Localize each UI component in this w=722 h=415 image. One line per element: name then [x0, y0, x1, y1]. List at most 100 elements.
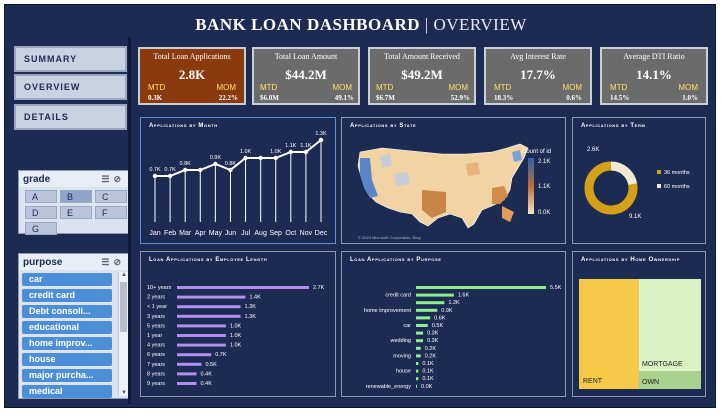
- month-line-chart: 0.7K Jan 0.7K Feb 0.8K Mar Apr 0.9K May 0.8K Jun 1.…: [149, 131, 327, 237]
- treemap-own[interactable]: OWN: [639, 371, 701, 389]
- state-grey[interactable]: [394, 172, 410, 186]
- emp-category-label: 10+ years: [147, 285, 172, 291]
- panel-title: Applications by State: [350, 123, 417, 129]
- kpi-mtd-value: 18.3%: [494, 94, 514, 102]
- grade-option-d[interactable]: D: [25, 206, 57, 219]
- state-florida[interactable]: [502, 206, 514, 222]
- emp-category-label: 5 years: [147, 323, 165, 329]
- filter-icon[interactable]: ☰⊘: [101, 256, 125, 267]
- panel-applications-by-term[interactable]: Applications by Term 9.1K 2.6K 36 months 60…: [572, 117, 706, 244]
- month-point: [228, 167, 233, 173]
- state-region[interactable]: [492, 186, 508, 204]
- grade-option-g[interactable]: G: [25, 222, 57, 235]
- purpose-option[interactable]: Debt consoli...: [22, 305, 112, 318]
- kpi-mom-value: 22.2%: [218, 94, 238, 102]
- panel-home-ownership[interactable]: Applications by Home Ownership RENT MORT…: [572, 251, 706, 397]
- purpose-bar: [416, 331, 424, 335]
- scroll-down-icon[interactable]: ▼: [121, 390, 127, 396]
- nav-overview-button[interactable]: OVERVIEW: [14, 74, 127, 100]
- state-california[interactable]: [360, 158, 378, 198]
- purpose-data-label: 0.2K: [425, 353, 437, 359]
- purpose-data-label: 0.3K: [427, 338, 439, 344]
- map-credit: © 2024 Microsoft Corporation, Bing: [358, 235, 421, 240]
- scroll-thumb[interactable]: [120, 282, 127, 332]
- kpi-total-applications[interactable]: Total Loan Applications 2.8K MTD MOM 0.3…: [138, 47, 246, 105]
- state-illinois[interactable]: [466, 162, 480, 176]
- month-data-label: 0.7K: [164, 167, 176, 173]
- emp-bar: [177, 334, 226, 337]
- purpose-option[interactable]: medical: [22, 385, 112, 398]
- purpose-option[interactable]: educational: [22, 321, 112, 334]
- emp-bar: [177, 382, 197, 385]
- kpi-total-amount-received[interactable]: Total Amount Received $49.2M MTD MOM $6.…: [368, 47, 476, 105]
- emp-category-label: 1 year: [147, 333, 162, 339]
- kpi-avg-interest-rate[interactable]: Avg Interest Rate 17.7% MTD MOM 18.3% 0.…: [484, 47, 592, 105]
- kpi-mom-label: MOM: [332, 83, 352, 92]
- emp-data-label: 1.4K: [249, 295, 261, 301]
- kpi-total-loan-amount[interactable]: Total Loan Amount $44.2M MTD MOM $6.0M 4…: [252, 47, 360, 105]
- purpose-data-label: 0.1K: [422, 376, 434, 382]
- treemap-rent[interactable]: RENT: [579, 279, 639, 389]
- purpose-data-label: 0.1K: [422, 361, 434, 367]
- emp-data-label: 1.0K: [230, 323, 242, 329]
- emp-data-label: 0.7K: [215, 352, 227, 358]
- nav-summary-button[interactable]: SUMMARY: [14, 46, 127, 72]
- grade-option-c[interactable]: C: [95, 190, 127, 203]
- purpose-bar: [416, 293, 454, 297]
- month-point: [213, 161, 218, 167]
- grade-option-f[interactable]: F: [95, 206, 127, 219]
- grade-option-a[interactable]: A: [25, 190, 57, 203]
- purpose-option[interactable]: car: [22, 273, 112, 286]
- term-slice: [610, 161, 638, 186]
- purpose-bar: [416, 346, 421, 350]
- panel-applications-by-state[interactable]: Applications by State © 2024 Microsoft C…: [341, 117, 566, 244]
- grade-slicer: grade ☰⊘ A B C D E F G: [18, 170, 130, 235]
- legend-tick: 0.0K: [538, 210, 550, 216]
- kpi-mom-value: 1.0%: [682, 94, 698, 102]
- panel-purpose[interactable]: Loan Applications by Purpose 5.5K credit …: [341, 251, 566, 397]
- purpose-option[interactable]: major purcha...: [22, 369, 112, 382]
- month-tick-label: Jun: [225, 230, 236, 237]
- grade-option-b[interactable]: B: [60, 190, 92, 203]
- kpi-mtd-value: 0.3K: [148, 94, 163, 102]
- treemap-label: RENT: [583, 378, 603, 385]
- emp-category-label: 2 years: [147, 295, 165, 301]
- purpose-bar: [416, 354, 421, 358]
- month-point: [258, 155, 263, 161]
- legend-tick: 2.1K: [538, 159, 550, 165]
- emp-category-label: 8 years: [147, 371, 165, 377]
- purpose-option[interactable]: credit card: [22, 289, 112, 302]
- purpose-scrollbar[interactable]: ▲ ▼: [118, 272, 128, 396]
- kpi-average-dti-ratio[interactable]: Average DTI Ratio 14.1% MTD MOM 14.5% 1.…: [600, 47, 708, 105]
- nav-details-button[interactable]: DETAILS: [14, 104, 127, 130]
- emp-data-label: 0.5K: [205, 362, 217, 368]
- purpose-bar: [416, 308, 438, 312]
- filter-icon[interactable]: ☰⊘: [101, 173, 125, 184]
- scroll-up-icon[interactable]: ▲: [121, 272, 127, 278]
- state-new-york[interactable]: [512, 150, 522, 162]
- panel-title: Applications by Home Ownership: [581, 257, 681, 263]
- legend-title: Count of id: [522, 149, 551, 155]
- purpose-option[interactable]: house: [22, 353, 112, 366]
- month-point: [288, 149, 294, 155]
- grade-option-e[interactable]: E: [60, 206, 92, 219]
- kpi-mom-value: 0.6%: [566, 94, 582, 102]
- panel-applications-by-month[interactable]: Applications by Month 0.7K Jan 0.7K Feb 0.8K…: [140, 117, 336, 244]
- purpose-bar: [416, 384, 417, 388]
- month-tick-label: Jan: [149, 230, 160, 237]
- treemap-mortgage[interactable]: MORTGAGE: [639, 279, 701, 371]
- term-slice: [584, 161, 638, 215]
- state-texas[interactable]: [422, 190, 446, 218]
- purpose-data-label: 1.6K: [458, 293, 470, 299]
- emp-category-label: 3 years: [147, 314, 165, 320]
- purpose-category-label: wedding: [390, 338, 412, 344]
- purpose-option[interactable]: home improv...: [22, 337, 112, 350]
- emp-bar: [177, 286, 309, 289]
- purpose-data-label: 0.1K: [422, 369, 434, 375]
- emp-bar: [177, 295, 246, 299]
- purpose-data-label: 0.9K: [441, 308, 453, 314]
- month-data-label: 1.1K: [300, 143, 312, 149]
- emp-bar: [177, 343, 226, 347]
- panel-employee-length[interactable]: Loan Applications by Employee Length 10+…: [140, 251, 336, 397]
- state-grey[interactable]: [380, 154, 392, 168]
